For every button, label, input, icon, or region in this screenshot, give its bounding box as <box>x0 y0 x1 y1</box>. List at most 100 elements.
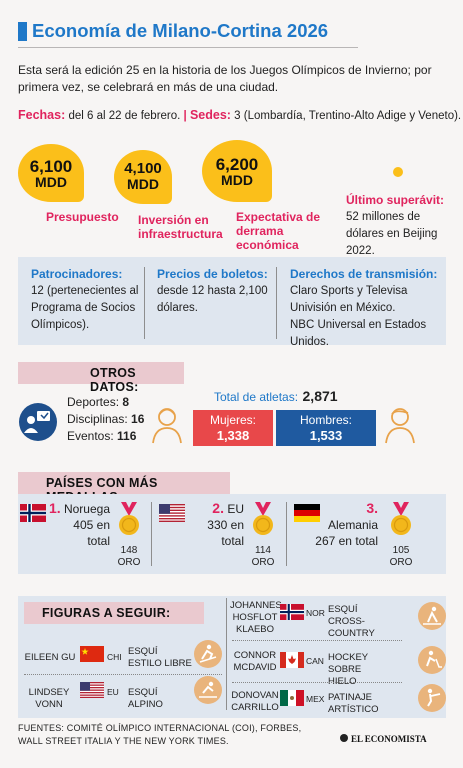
athlete-name: EILEEN GU <box>24 652 76 663</box>
superavit-dot-icon <box>393 167 403 177</box>
brand-logo: EL ECONOMISTA <box>340 734 427 744</box>
medal-country-name: Alemania <box>327 518 378 532</box>
medal-total: 267 en total <box>315 534 378 548</box>
ticket-prices-label: Precios de boletos: <box>157 267 268 281</box>
otros-datos-heading-text: OTROS DATOS: <box>90 366 139 394</box>
gold-count-3: 105 ORO <box>386 545 416 569</box>
gold-count-2: 114 ORO <box>248 545 278 569</box>
superavit-value: 52 millones de dólares en Beijing 2022. <box>346 211 438 257</box>
budget-caption: Presupuesto <box>46 210 119 224</box>
infrastructure-bubble: 4,100 MDD <box>114 150 172 204</box>
medal-rank: 3. <box>366 500 378 516</box>
medals-panel: 1. Noruega 405 en total 148 ORO 2. EU 33… <box>18 494 446 574</box>
athlete-sport: ESQUÍ ALPINO <box>128 687 163 710</box>
alpine-ski-icon <box>194 676 222 704</box>
derrama-unit: MDD <box>221 172 253 188</box>
gold-count-1: 148 ORO <box>114 545 144 569</box>
freestyle-ski-icon <box>194 640 222 668</box>
male-athletes-bar: Hombres: 1,533 <box>276 410 376 446</box>
usa-flag-icon <box>80 682 104 698</box>
broadcast-rights-column: Derechos de transmisión: Claro Sports y … <box>290 267 442 351</box>
athlete-name: CONNOR MCDAVID <box>233 650 277 673</box>
figures-panel: FIGURAS A SEGUIR: EILEEN GU CHI ESQUÍ ES… <box>18 596 446 718</box>
figures-rule <box>232 682 402 683</box>
info-divider <box>276 267 277 339</box>
brand-logo-text: EL ECONOMISTA <box>351 734 427 744</box>
ticket-prices-column: Precios de boletos: desde 12 hasta 2,100… <box>157 267 275 317</box>
page-title: Economía de Milano-Cortina 2026 <box>32 20 329 41</box>
woman-icon <box>152 408 182 444</box>
athlete-country-code: MEX <box>306 694 325 704</box>
medal-country-1: 1. Noruega 405 en total <box>48 500 110 549</box>
infrastructure-amount: 4,100 <box>124 160 162 177</box>
cross-country-ski-icon <box>418 602 446 630</box>
disciplinas-value: 16 <box>131 412 145 426</box>
derrama-bubble: 6,200 MDD <box>202 140 272 202</box>
disciplinas-row: Disciplinas: 16 <box>67 411 144 428</box>
infrastructure-caption: Inversión en infraestructura <box>138 213 223 241</box>
otros-datos-panel: Deportes: 8 Disciplinas: 16 Eventos: 116… <box>18 384 446 454</box>
intro-text: Esta será la edición 25 en la historia d… <box>18 63 432 94</box>
gold-count: 148 <box>120 545 138 556</box>
dates-line: Fechas: del 6 al 22 de febrero. | Sedes:… <box>18 108 462 122</box>
medal-total: 405 en total <box>73 518 110 548</box>
broadcast-rights-value-2: NBC Universal en Estados Unidos. <box>290 319 427 348</box>
medal-total: 330 en total <box>207 518 244 548</box>
mexico-flag-icon <box>280 690 304 706</box>
infrastructure-unit: MDD <box>127 176 159 192</box>
figures-rule <box>24 674 222 675</box>
medal-rank: 2. <box>212 500 224 516</box>
superavit-block: Último superávit: 52 millones de dólares… <box>346 193 451 260</box>
total-athletes: Total de atletas: 2,871 <box>214 388 338 406</box>
deportes-value: 8 <box>122 395 130 409</box>
sponsors-label: Patrocinadores: <box>31 267 123 281</box>
ticket-prices-value: desde 12 hasta 2,100 dólares. <box>157 285 268 314</box>
sedes-label: Sedes: <box>189 108 231 122</box>
athlete-name: DONOVAN CARRILLO <box>231 690 279 713</box>
athlete-sport: ESQUÍ CROSS-COUNTRY <box>328 604 375 639</box>
medal-country-name: Noruega <box>63 502 110 516</box>
title-divider <box>18 47 358 48</box>
deportes-label: Deportes: <box>67 395 120 409</box>
gold-label: ORO <box>251 557 275 568</box>
figures-divider <box>226 598 227 710</box>
medallas-heading: PAÍSES CON MÁS MEDALLAS: <box>18 472 230 504</box>
derrama-caption: Expectativa de derrama económica <box>236 210 321 252</box>
hombres-value: 1,533 <box>309 428 343 443</box>
budget-unit: MDD <box>35 174 67 190</box>
sports-counts: Deportes: 8 Disciplinas: 16 Eventos: 116 <box>67 394 144 445</box>
derrama-amount: 6,200 <box>215 155 259 174</box>
disciplinas-label: Disciplinas: <box>67 412 128 426</box>
sponsors-column: Patrocinadores: 12 (pertenecientes al Pr… <box>31 267 146 334</box>
mujeres-value: 1,338 <box>216 428 250 443</box>
info-panel: Patrocinadores: 12 (pertenecientes al Pr… <box>18 257 446 348</box>
figuras-heading: FIGURAS A SEGUIR: <box>24 602 204 624</box>
medal-country-name: EU <box>227 502 244 516</box>
info-divider <box>144 267 145 339</box>
fechas-label: Fechas: <box>18 108 66 122</box>
norway-flag-icon <box>280 604 304 620</box>
medal-country-3: 3. Alemania 267 en total <box>314 500 378 549</box>
brand-logo-icon <box>340 734 348 742</box>
mujeres-label: Mujeres: <box>209 413 256 427</box>
sponsors-value: 12 (pertenecientes al Programa de Socios… <box>31 285 139 331</box>
eventos-row: Eventos: 116 <box>67 428 144 445</box>
athlete-screen-icon <box>19 403 57 441</box>
athlete-country-code: NOR <box>306 608 325 618</box>
medal-rank: 1. <box>48 500 61 516</box>
athlete-sport: HOCKEY SOBRE HIELO <box>328 652 368 687</box>
athlete-sport: PATINAJE ARTÍSTICO <box>328 692 379 715</box>
athlete-sport: ESQUÍ ESTILO LIBRE <box>128 646 192 669</box>
sources-note: FUENTES: COMITÉ OLÍMPICO INTERNACIONAL (… <box>18 723 302 746</box>
gold-count: 114 <box>255 545 271 556</box>
broadcast-rights-value: Claro Sports y Televisa Univisión en Méx… <box>290 285 408 314</box>
figuras-heading-text: FIGURAS A SEGUIR: <box>42 606 171 620</box>
athlete-country-code: CAN <box>306 656 324 666</box>
gold-label: ORO <box>389 557 413 568</box>
budget-amount: 6,100 <box>29 157 73 176</box>
broadcast-rights-label: Derechos de transmisión: <box>290 267 438 281</box>
superavit-label: Último superávit: <box>346 193 445 207</box>
otros-datos-heading: OTROS DATOS: <box>18 362 184 394</box>
germany-flag-icon <box>294 504 320 522</box>
gold-medal-icon <box>119 502 139 535</box>
